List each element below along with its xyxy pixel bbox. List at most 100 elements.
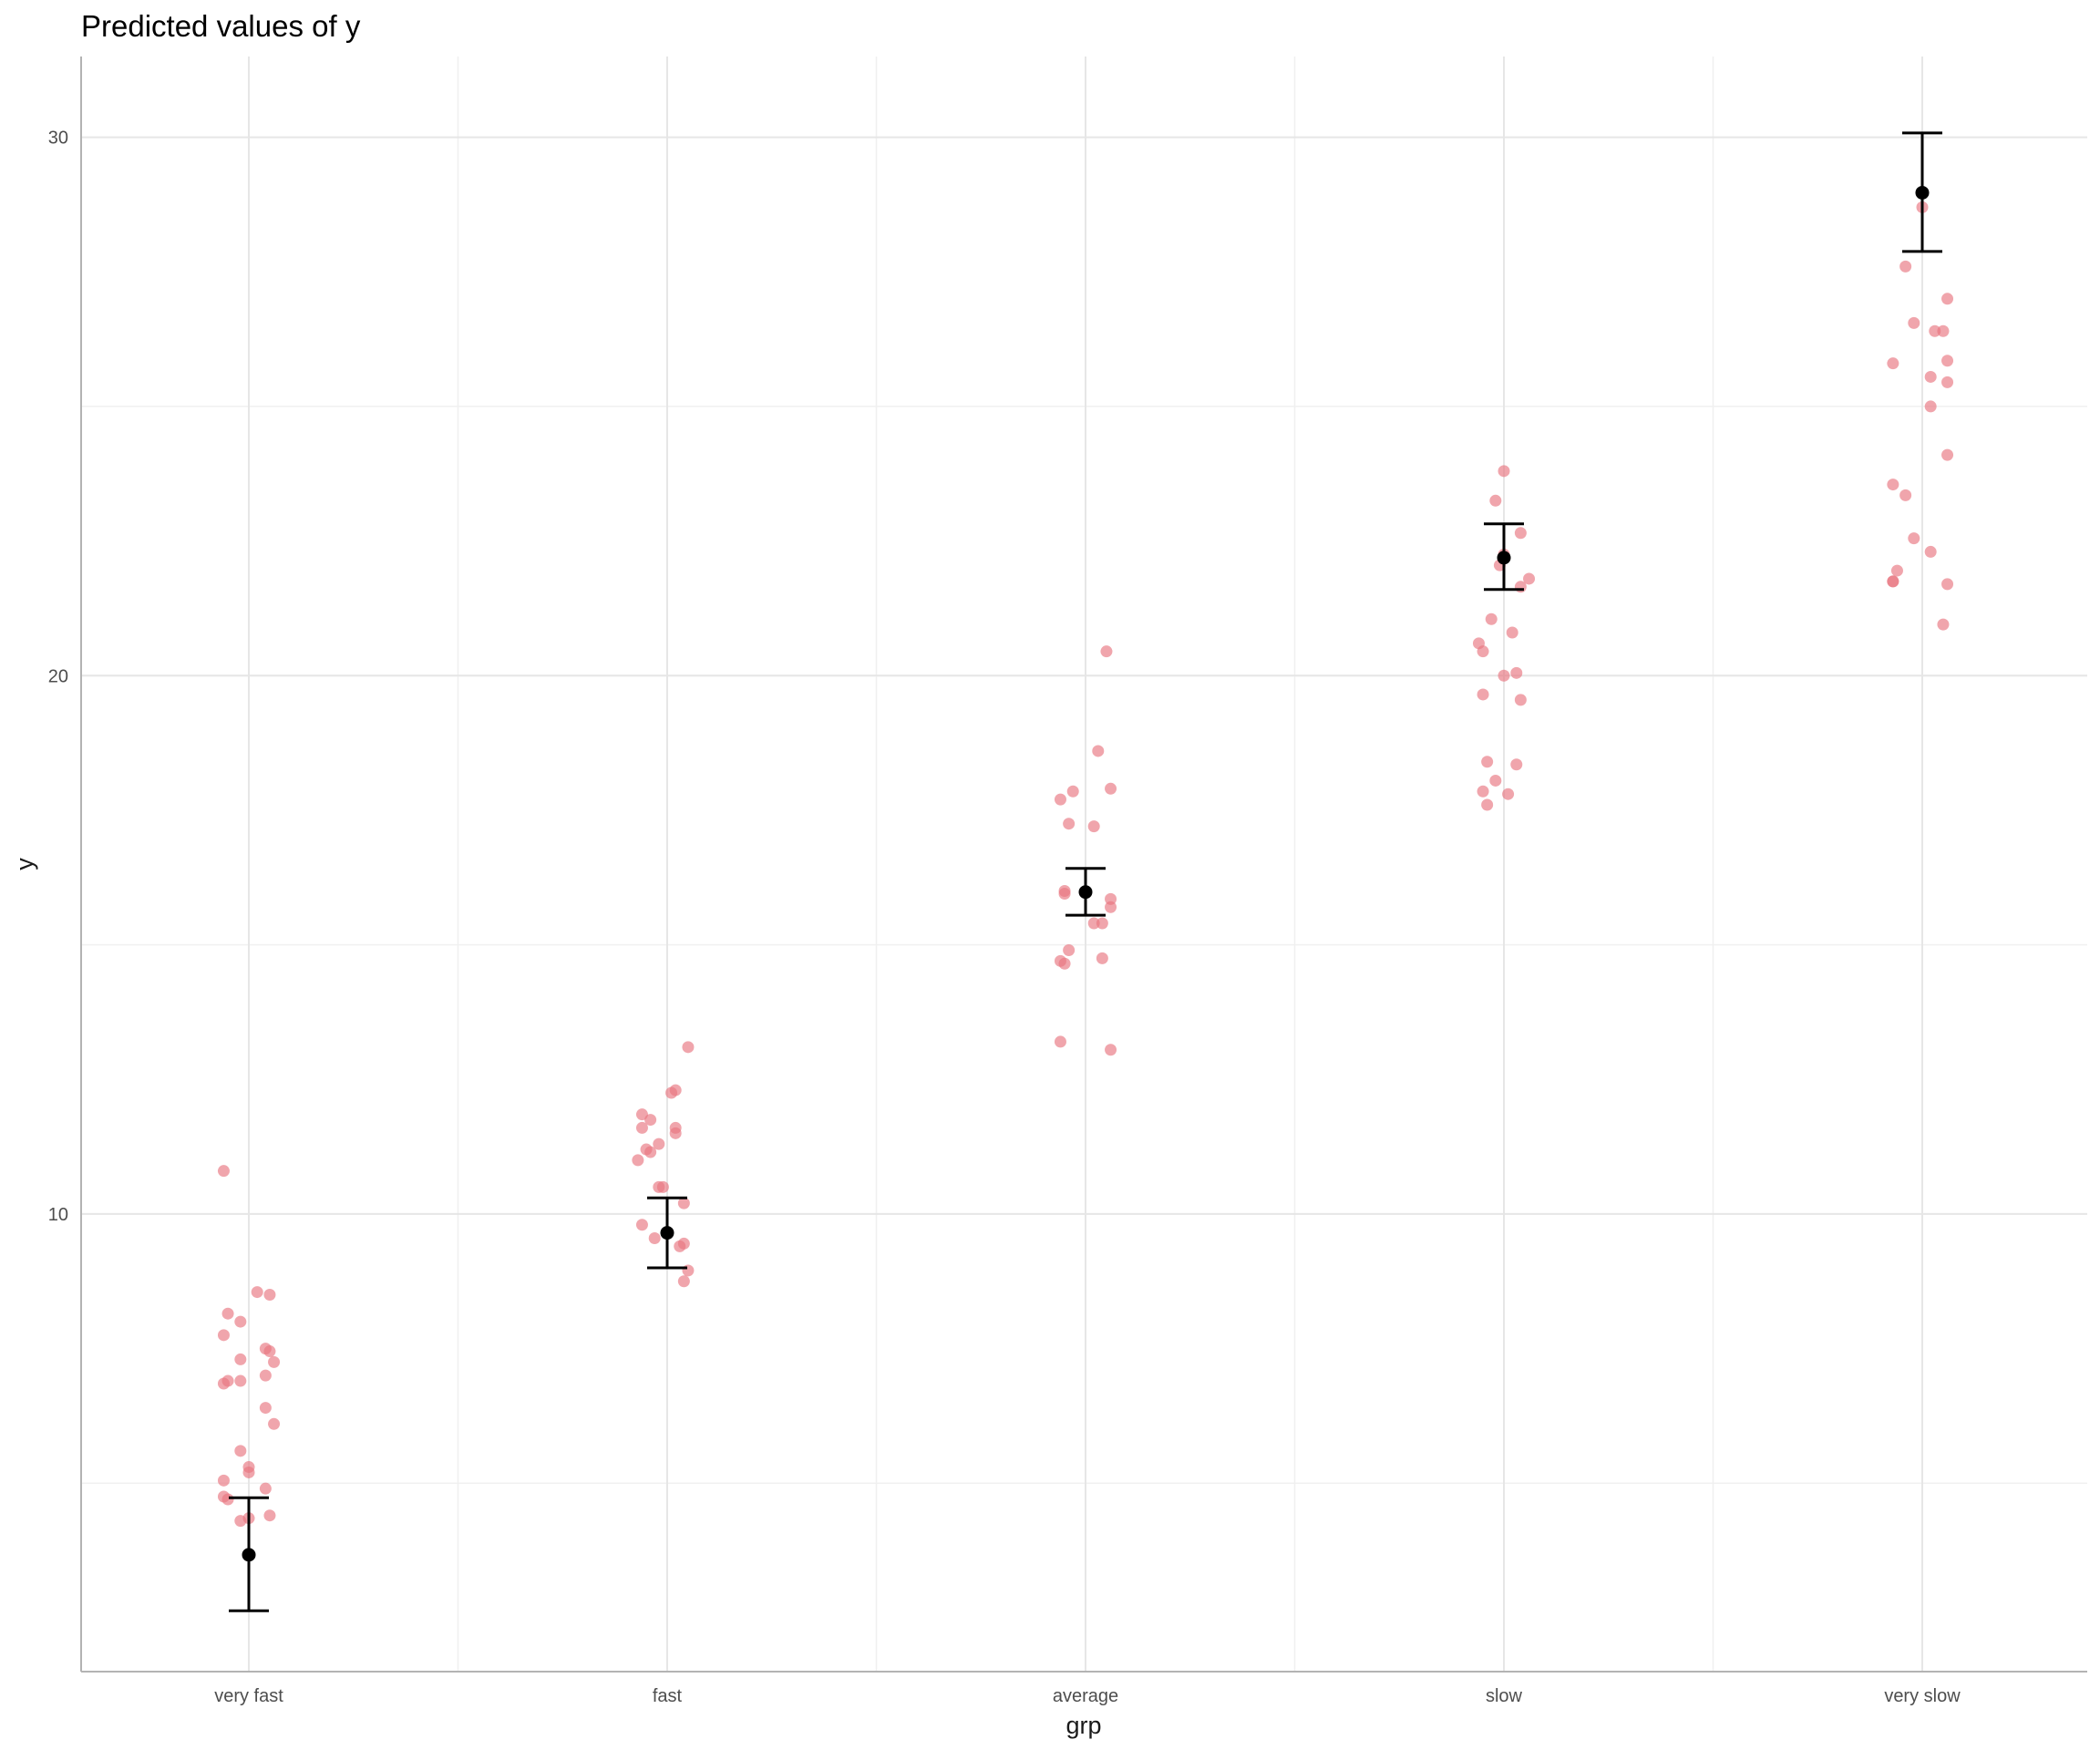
raw-data-point [1929,324,1941,337]
predicted-point [1497,551,1511,565]
raw-data-point [1924,400,1937,413]
y-tick-label: 30 [48,129,68,149]
raw-data-point [1066,785,1079,798]
raw-data-point [217,1474,230,1487]
raw-data-point [1506,626,1518,639]
raw-data-point [1054,793,1066,806]
raw-data-point [644,1114,657,1127]
raw-data-point [1063,944,1076,957]
raw-data-point [1087,917,1100,930]
raw-data-point [1477,785,1489,798]
raw-data-point [1498,669,1510,682]
raw-data-point [1899,489,1912,501]
x-tick-labels: very fast fast average slow very slow [214,1686,1961,1706]
raw-data-points [217,201,1954,1528]
raw-data-point [635,1121,648,1134]
raw-data-point [1063,818,1076,830]
raw-data-point [1887,479,1899,491]
predicted-point [1078,885,1093,900]
raw-data-point [682,1264,695,1277]
raw-data-point [1523,572,1536,585]
raw-data-point [1514,527,1527,540]
raw-data-point [644,1146,657,1158]
raw-data-point [1510,666,1523,679]
raw-data-point [1937,618,1950,631]
raw-data-point [1941,355,1954,367]
raw-data-point [1502,788,1515,800]
raw-data-point [1514,694,1527,706]
raw-data-point [653,1138,665,1150]
raw-data-point [217,1165,230,1178]
raw-data-point [648,1232,661,1245]
raw-data-point [674,1240,686,1252]
raw-data-point [1924,370,1937,383]
raw-data-point [1937,324,1950,337]
x-tick-label: average [1053,1686,1118,1706]
raw-data-point [1489,774,1502,787]
raw-data-point [1498,465,1510,478]
raw-data-point [217,1490,230,1503]
raw-data-point [1908,316,1920,329]
raw-data-point [217,1329,230,1342]
raw-data-point [242,1466,255,1478]
raw-data-point [1477,645,1489,658]
y-axis-title: y [11,858,38,870]
raw-data-point [1941,578,1954,591]
predicted-point [1915,185,1930,200]
raw-data-point [263,1345,276,1358]
raw-data-point [1899,260,1912,273]
predicted-point [660,1226,674,1240]
chart-title: Predicted values of y [81,9,361,43]
raw-data-point [1105,782,1117,795]
raw-data-point [259,1482,272,1495]
x-tick-label: very slow [1884,1686,1961,1706]
x-tick-label: slow [1486,1686,1523,1706]
raw-data-point [263,1509,276,1522]
raw-data-point [1941,448,1954,461]
raw-data-point [1058,957,1071,970]
raw-data-point [1105,901,1117,913]
raw-data-point [1100,645,1113,658]
raw-data-point [1908,532,1920,545]
raw-data-point [251,1286,263,1299]
raw-data-point [234,1353,247,1365]
raw-data-point [1890,564,1903,577]
raw-data-point [1477,688,1489,701]
raw-data-point [677,1197,690,1210]
raw-data-point [656,1180,669,1193]
x-axis-title: grp [1065,1712,1101,1739]
x-tick-label: very fast [214,1686,283,1706]
raw-data-point [632,1154,644,1167]
predicted-point [242,1548,256,1562]
raw-data-point [221,1374,234,1387]
raw-data-point [1941,376,1954,388]
raw-data-point [669,1127,682,1139]
raw-data-point [1887,357,1899,370]
raw-data-point [1096,952,1108,964]
raw-data-point [1485,612,1498,625]
raw-data-point [665,1086,678,1099]
raw-data-point [1096,917,1108,930]
raw-data-point [1092,745,1105,757]
raw-data-point [234,1515,247,1528]
y-tick-label: 20 [48,666,68,686]
major-gridlines [81,57,2087,1672]
raw-data-point [234,1445,247,1457]
y-tick-label: 10 [48,1205,68,1225]
raw-data-point [1054,1035,1066,1048]
y-tick-labels: 10 20 30 [48,129,68,1225]
raw-data-point [1481,798,1494,811]
raw-data-point [1924,545,1937,558]
raw-data-point [1887,575,1899,588]
minor-gridlines [81,57,2087,1672]
raw-data-point [1514,581,1527,593]
raw-data-point [1058,887,1071,900]
raw-data-point [1087,820,1100,833]
raw-data-point [263,1289,276,1302]
x-tick-label: fast [653,1686,683,1706]
raw-data-point [677,1275,690,1288]
predicted-estimates [229,131,1942,1612]
raw-data-point [682,1041,695,1054]
raw-data-point [1489,494,1502,507]
